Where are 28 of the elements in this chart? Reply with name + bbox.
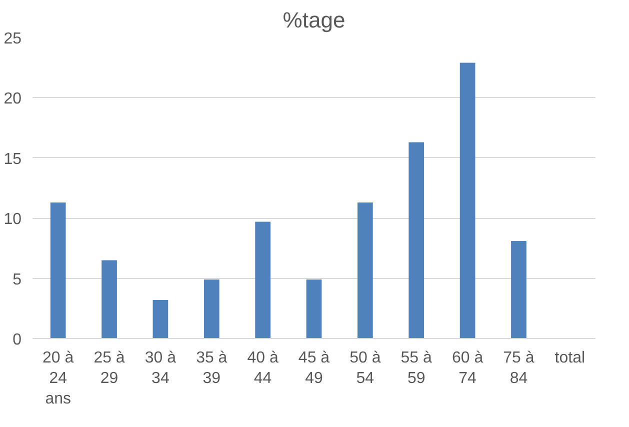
- y-tick-label: 10: [4, 211, 22, 228]
- y-tick-label: 5: [12, 271, 22, 288]
- bar: [511, 240, 526, 338]
- bar: [50, 202, 66, 338]
- x-tick-label: 55 à 59: [400, 350, 432, 387]
- bar: [204, 280, 220, 338]
- x-tick-label: 60 à 74: [452, 350, 484, 387]
- x-tick-label: 25 à 29: [94, 350, 125, 387]
- x-tick-label: 75 à 84: [503, 350, 534, 387]
- x-tick-label: 30 à 34: [144, 350, 176, 387]
- bar: [358, 202, 373, 338]
- bar: [460, 62, 476, 338]
- bar: [152, 300, 168, 338]
- x-tick-label: 40 à 44: [247, 350, 278, 387]
- x-tick-label: 45 à 49: [298, 350, 330, 387]
- chart-title: %tage: [282, 8, 346, 32]
- x-tick-label: 20 à 24 ans: [42, 350, 74, 408]
- bar: [408, 142, 424, 338]
- bar: [255, 222, 270, 338]
- x-tick-label: total: [554, 350, 586, 366]
- y-tick-label: 20: [4, 90, 22, 108]
- bar: [306, 280, 322, 338]
- bar: [102, 260, 117, 338]
- y-tick-label: 0: [12, 332, 22, 348]
- x-tick-label: 35 à 39: [196, 350, 228, 387]
- y-tick-label: 25: [4, 30, 22, 48]
- x-tick-label: 50 à 54: [350, 350, 381, 387]
- y-tick-label: 15: [4, 150, 22, 168]
